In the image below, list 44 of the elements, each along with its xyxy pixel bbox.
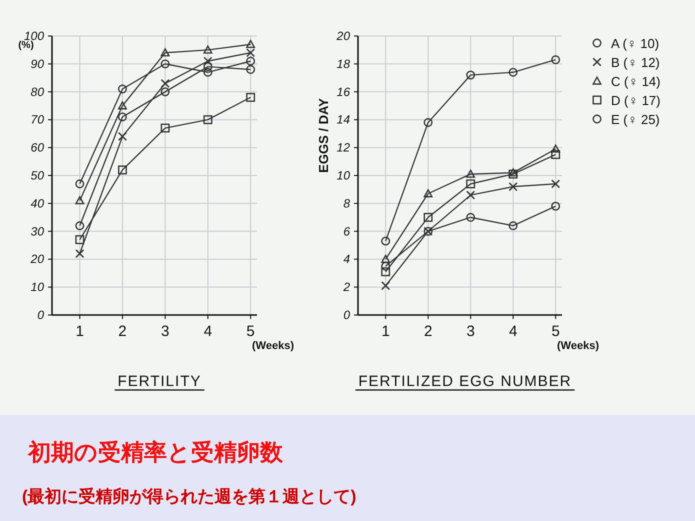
y-tick-label: 8 [343,196,350,210]
y-tick-label: 20 [336,29,350,43]
y-tick-label: 30 [30,224,44,238]
y-tick-label: 10 [336,168,350,182]
legend-label: C (♀ 14) [611,74,660,89]
y-axis-title: EGGS / DAY [316,98,331,173]
legend-label: D (♀ 17) [611,93,660,108]
x-axis-title: (Weeks) [557,340,600,352]
y-tick-label: 40 [30,196,44,210]
y-tick-label: 16 [336,84,350,99]
y-tick-label: 20 [30,252,44,266]
text: (最初に受精卵が得られた週を第１週として) [22,487,356,506]
y-tick-label: 10 [30,280,44,294]
x-tick-label: 5 [551,323,560,340]
y-tick-label: 0 [343,308,350,322]
y-tick-label: 50 [30,168,44,182]
x-tick-label: 5 [246,323,255,340]
x-tick-label: 3 [161,323,170,340]
y-tick-label: 80 [30,84,44,99]
text: FERTILIZED EGG NUMBER [358,373,572,390]
y-tick-label: 18 [336,56,350,71]
x-tick-label: 2 [424,323,432,340]
y-tick-label: 70 [30,112,44,127]
y-tick-label: 14 [336,112,350,127]
x-tick-label: 4 [508,323,518,340]
y-tick-label: 12 [336,140,350,155]
x-tick-label: 4 [204,323,212,340]
y-tick-label: 4 [343,252,350,266]
y-tick-label: 2 [342,280,350,294]
y-tick-label: 0 [37,308,44,322]
legend-label: E (♀ 25) [611,112,660,127]
x-tick-label: 3 [466,323,475,340]
y-tick-label: 90 [30,56,44,71]
y-tick-label: 6 [343,224,350,238]
y-axis-title: (%) [18,40,34,51]
x-axis-title: (Weeks) [252,340,294,352]
text: 初期の受精率と受精卵数 [27,439,284,465]
x-tick-label: 2 [118,323,127,340]
text: FERTILITY [118,373,202,390]
legend-label: A (♀ 10) [611,36,660,51]
y-tick-label: 60 [30,140,44,155]
x-tick-label: 1 [76,323,84,340]
legend-label: B (♀ 12) [611,55,660,70]
x-tick-label: 1 [381,323,390,340]
